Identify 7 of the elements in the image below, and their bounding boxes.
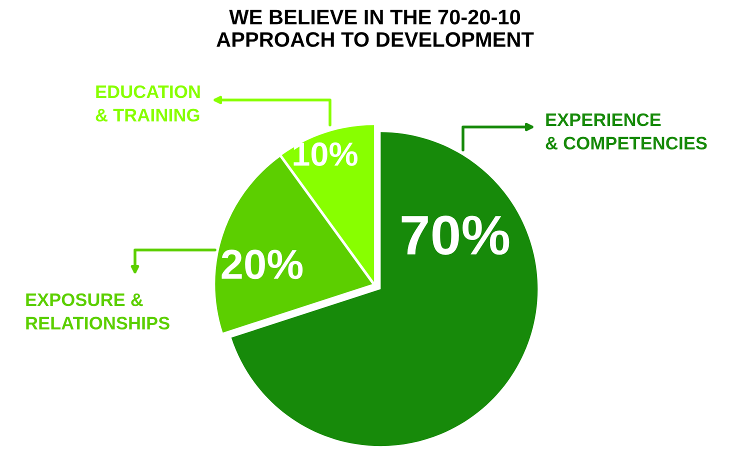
data-label: 10% — [294, 142, 358, 166]
slice-label: EXPOSURE & RELATIONSHIPS — [26, 293, 170, 330]
legend-label: EXPERIENCE & COMPETENCIES — [546, 113, 707, 150]
chart-title: WE BELIEVE IN THE 70-20-10 APPROACH TO DEVELOPMENT — [216, 10, 534, 47]
data-label: 20% — [222, 250, 303, 280]
data-label: 70% — [402, 216, 510, 255]
slice-label: EDUCATION & TRAINING — [96, 85, 200, 122]
